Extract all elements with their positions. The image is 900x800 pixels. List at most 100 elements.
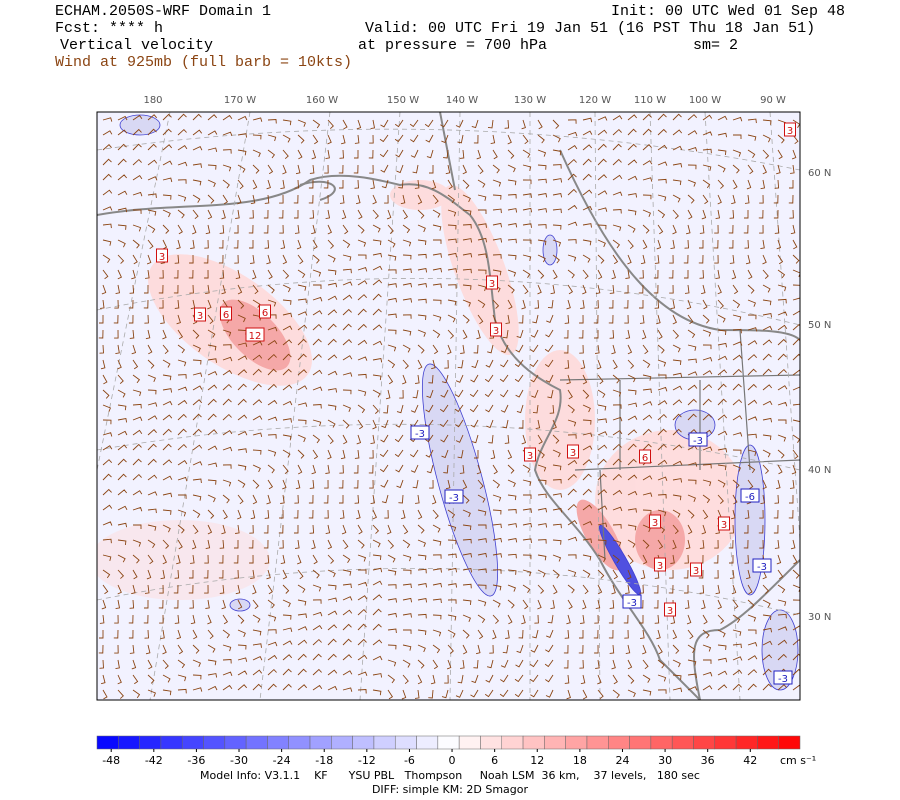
contour-label: -3: [449, 493, 459, 504]
contour-label: 3: [489, 279, 495, 290]
contour-label-box: [752, 558, 772, 573]
contour-label-box: [639, 449, 651, 464]
longitude-label: 130 W: [514, 95, 546, 106]
colorbar-label: -48: [102, 754, 120, 767]
longitude-label: 90 W: [760, 95, 786, 106]
contour-label-box: [784, 122, 796, 137]
contour-label: 3: [197, 311, 203, 322]
map-frame: [96, 111, 801, 701]
contour-label: 3: [527, 451, 533, 462]
colorbar-box: [501, 735, 524, 750]
longitude-label: 150 W: [387, 95, 419, 106]
contour-label-box: [245, 327, 265, 342]
colorbar-label: 18: [573, 754, 587, 767]
colorbar-box: [118, 735, 140, 750]
colorbar-label: -30: [230, 754, 248, 767]
colorbar-box: [96, 735, 119, 750]
contour-label: 3: [667, 606, 673, 617]
contour-label: 3: [493, 326, 499, 337]
colorbar-label: 42: [743, 754, 757, 767]
colorbar-box: [544, 735, 566, 750]
colorbar-box: [671, 735, 694, 750]
longitude-label: 170 W: [224, 95, 256, 106]
forecast-hour: Fcst: **** h: [55, 20, 163, 37]
colorbar-box: [394, 735, 417, 750]
colorbar-label: -24: [273, 754, 291, 767]
colorbar-label: 24: [615, 754, 629, 767]
colorbar-box: [650, 735, 673, 750]
colorbar-box: [586, 735, 609, 750]
colorbar-box: [458, 735, 481, 750]
contour-label: 3: [721, 520, 727, 531]
colorbar-box: [245, 735, 268, 750]
colorbar-box: [288, 735, 311, 750]
contour-label-box: [649, 514, 661, 529]
init-time: Init: 00 UTC Wed 01 Sep 48: [611, 3, 845, 20]
contour-label: -3: [627, 598, 637, 609]
contour-label-box: [194, 307, 206, 322]
longitude-label: 120 W: [579, 95, 611, 106]
colorbar-box: [608, 735, 630, 750]
colorbar-box: [735, 735, 758, 750]
contour-label: 3: [159, 252, 165, 263]
pressure-level: at pressure = 700 hPa: [358, 37, 547, 54]
colorbar: -48 -42 -36 -30 -24 -18 -12 -6 0 6 12 18 24 30 36 42 cm …: [96, 735, 816, 767]
colorbar-box: [352, 735, 375, 750]
contour-label-box: [410, 425, 430, 440]
contour-label-box: [259, 304, 271, 319]
colorbar-box: [757, 735, 779, 750]
borders: [559, 329, 800, 561]
colorbar-box: [714, 735, 737, 750]
wind-caption: Wind at 925mb (full barb = 10kts): [55, 54, 352, 71]
contour-label-box: [718, 516, 730, 531]
contour-label: 12: [249, 331, 262, 342]
colorbar-unit: cm s⁻¹: [780, 754, 816, 767]
colorbar-label: -18: [315, 754, 333, 767]
longitude-label: 110 W: [634, 95, 666, 106]
field-name: Vertical velocity: [60, 37, 213, 54]
latitude-label: 30 N: [808, 612, 831, 623]
contour-label-box: [490, 322, 502, 337]
longitude-labels: 180 170 W 160 W 150 W 140 W 130 W 120 W 110 W 10…: [143, 95, 786, 106]
contour-labels: 3 3 6 6 12 3 3 3 -3 -3 3 3 6 -3 -6 3 3 -3 3 3 -3 3 -3: [156, 122, 796, 685]
colorbar-label: -36: [187, 754, 205, 767]
colorbar-box: [629, 735, 652, 750]
contour-label-box: [690, 562, 702, 577]
colorbar-label: 30: [658, 754, 672, 767]
colorbar-label: -6: [404, 754, 415, 767]
colorbar-box: [309, 735, 332, 750]
contour-label-box: [654, 557, 666, 572]
latitude-label: 60 N: [808, 168, 831, 179]
contour-label: 6: [642, 453, 648, 464]
contour-label-box: [220, 306, 232, 321]
contour-label: -3: [415, 429, 425, 440]
contour-label: 6: [223, 310, 229, 321]
contour-label: 3: [657, 561, 663, 572]
colorbar-box: [437, 735, 460, 750]
longitude-label: 100 W: [689, 95, 721, 106]
contour-label-box: [156, 248, 168, 263]
title: ECHAM.2050S-WRF Domain 1: [55, 3, 271, 20]
latitude-labels: 60 N 50 N 40 N 30 N: [808, 168, 831, 623]
contour-label-box: [664, 602, 676, 617]
smoothing: sm= 2: [693, 37, 738, 54]
contour-label-box: [773, 670, 793, 685]
colorbar-box: [160, 735, 183, 750]
longitude-label: 140 W: [446, 95, 478, 106]
longitude-label: 180: [143, 95, 162, 106]
colorbar-box: [224, 735, 247, 750]
map-area: [97, 112, 800, 700]
colorbar-box: [181, 735, 204, 750]
colorbar-box: [139, 735, 162, 750]
latitude-label: 50 N: [808, 320, 831, 331]
colorbar-box: [565, 735, 588, 750]
colorbar-label: -12: [358, 754, 376, 767]
contour-label: -6: [745, 492, 755, 503]
contour-label: -3: [693, 436, 703, 447]
wind-barbs: [98, 113, 800, 700]
longitude-label: 160 W: [306, 95, 338, 106]
valid-time: Valid: 00 UTC Fri 19 Jan 51 (16 PST Thu …: [365, 20, 815, 37]
colorbar-box: [203, 735, 226, 750]
contour-label: 3: [570, 448, 576, 459]
